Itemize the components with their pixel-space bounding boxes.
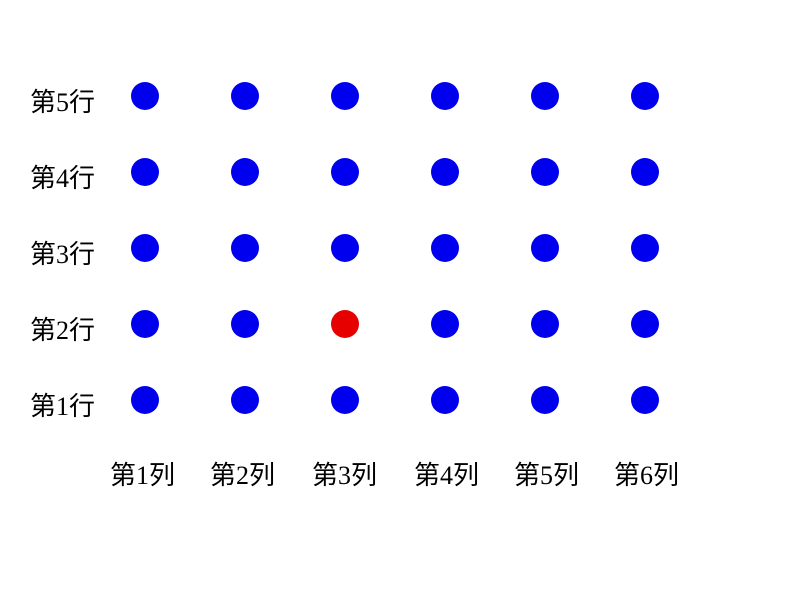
row-label-4: 第4行 [30, 158, 95, 195]
grid-dot [131, 82, 159, 110]
grid-dot [631, 234, 659, 262]
row-label-2: 第2行 [30, 310, 95, 347]
row-label-5: 第5行 [30, 82, 95, 119]
row-label-3: 第3行 [30, 234, 95, 271]
grid-dot [131, 386, 159, 414]
grid-dot [631, 386, 659, 414]
grid-dot [331, 158, 359, 186]
grid-dot [531, 158, 559, 186]
grid-dot [231, 386, 259, 414]
grid-dot [631, 310, 659, 338]
col-label-3: 第3列 [312, 455, 377, 492]
grid-dot [531, 310, 559, 338]
grid-dot [131, 158, 159, 186]
grid-dot [231, 158, 259, 186]
grid-dot [531, 234, 559, 262]
grid-dot [331, 386, 359, 414]
col-label-6: 第6列 [614, 455, 679, 492]
grid-dot [431, 234, 459, 262]
grid-dot [431, 310, 459, 338]
grid-dot [231, 234, 259, 262]
grid-dot [131, 234, 159, 262]
dot-grid-diagram: 第5行 第4行 第3行 第2行 第1行 第1列 第2列 第3列 第4列 第5列 … [0, 0, 794, 596]
grid-dot [431, 386, 459, 414]
col-label-4: 第4列 [414, 455, 479, 492]
col-label-1: 第1列 [110, 455, 175, 492]
grid-dot [331, 82, 359, 110]
grid-dot [631, 82, 659, 110]
grid-dot [431, 158, 459, 186]
col-label-2: 第2列 [210, 455, 275, 492]
grid-dot [431, 82, 459, 110]
grid-dot [531, 82, 559, 110]
grid-dot [331, 234, 359, 262]
grid-dot [231, 310, 259, 338]
grid-dot [531, 386, 559, 414]
col-label-5: 第5列 [514, 455, 579, 492]
row-label-1: 第1行 [30, 386, 95, 423]
grid-dot [231, 82, 259, 110]
grid-dot [131, 310, 159, 338]
grid-dot [631, 158, 659, 186]
grid-dot-highlight [331, 310, 359, 338]
